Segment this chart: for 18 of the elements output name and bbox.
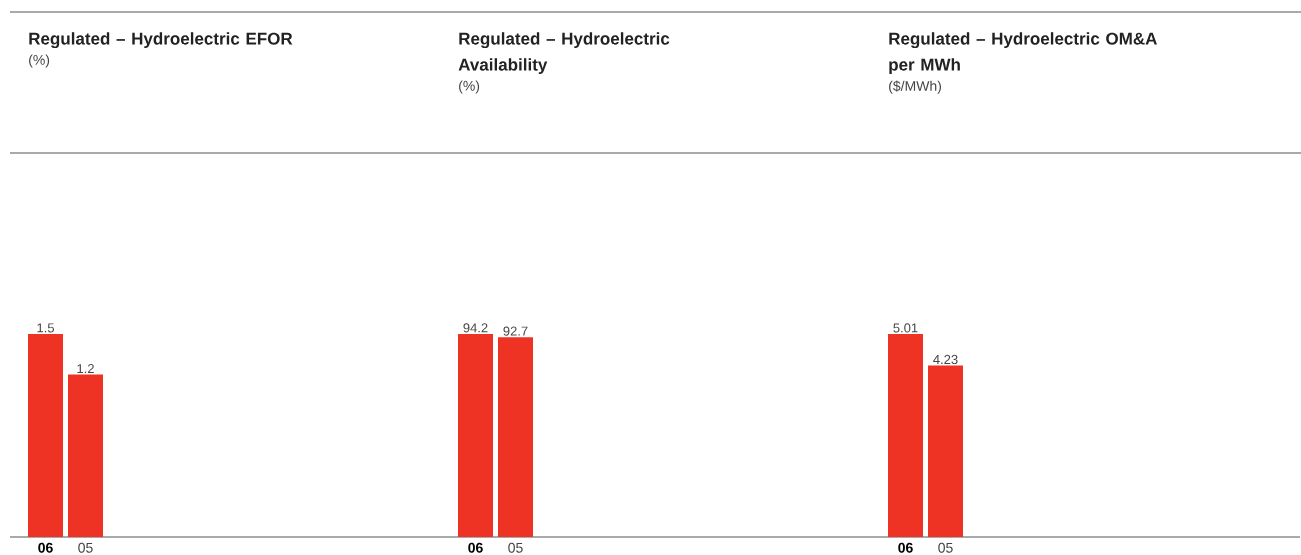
x-tick-label: 05 [938, 542, 953, 553]
x-tick-label: 05 [508, 542, 523, 553]
x-tick-label: 05 [78, 542, 93, 553]
data-label: 5.01 [893, 323, 918, 333]
chart-subtitle: ($/MWh) [889, 80, 941, 94]
chart-title: Regulated – Hydroelectric Availability [458, 32, 670, 75]
data-label: 4.23 [933, 354, 958, 365]
chart-subtitle: (%) [459, 80, 480, 94]
x-tick-label: 06 [898, 542, 913, 553]
x-tick-label: 06 [468, 542, 483, 553]
text: Regulated – Hydroelectric EFOR [29, 32, 293, 49]
chart-subtitle: (%) [29, 54, 50, 68]
data-label: 92.7 [503, 326, 528, 336]
data-label: 94.2 [463, 323, 488, 333]
text: Regulated – Hydroelectric OM&A per MWh [889, 32, 1157, 75]
x-tick-label: 06 [38, 542, 53, 553]
data-label: 1.5 [37, 323, 54, 333]
data-label: 1.2 [77, 363, 94, 374]
